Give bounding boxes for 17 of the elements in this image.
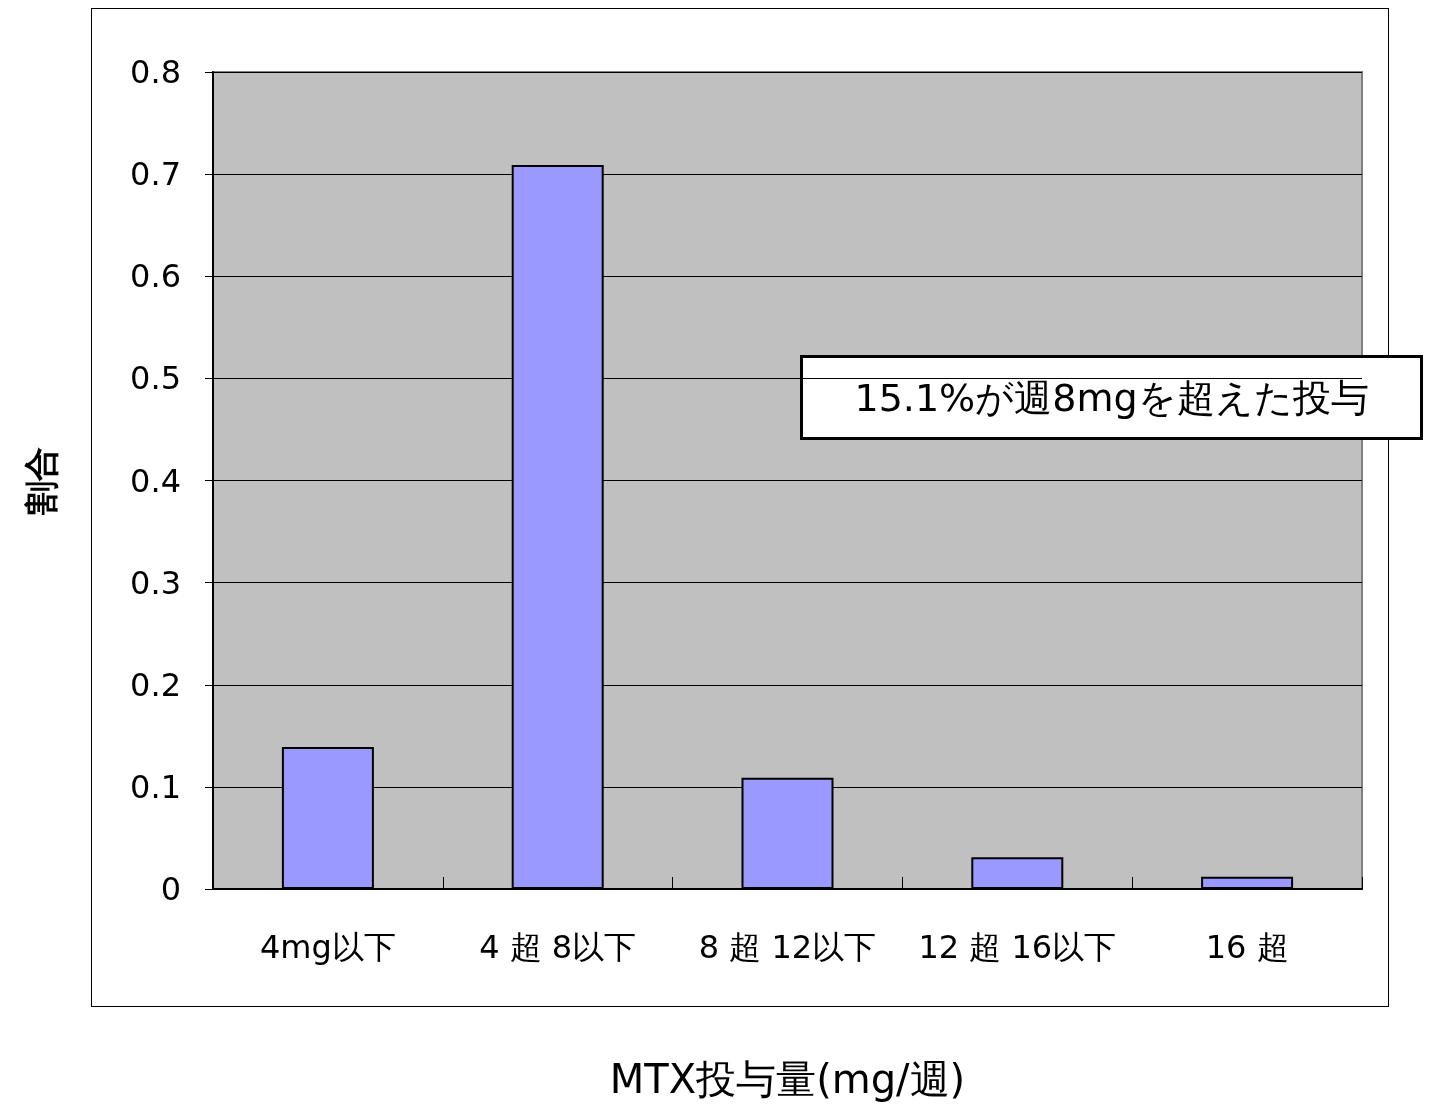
y-tick-label: 0.7 <box>130 155 181 194</box>
x-tick-label: 12 超 16以下 <box>918 928 1117 966</box>
x-tick-label: 8 超 12以下 <box>698 928 877 966</box>
y-tick-label: 0.4 <box>130 461 181 500</box>
x-axis-title: MTX投与量(mg/週) <box>609 1056 966 1102</box>
y-tick-label: 0.1 <box>130 767 181 806</box>
x-tick-label: 4 超 8以下 <box>479 928 637 966</box>
y-tick-label: 0.5 <box>130 359 181 398</box>
x-tick-label: 16 超 <box>1205 928 1289 966</box>
y-tick-label: 0.2 <box>130 665 181 704</box>
x-tick-label: 4mg以下 <box>259 928 396 966</box>
y-tick-label: 0.3 <box>130 563 181 602</box>
y-tick-label: 0.8 <box>130 53 181 91</box>
annotation: 15.1%が週8mgを超えた投与 <box>854 375 1369 420</box>
y-tick-label: 0 <box>160 870 181 908</box>
y-axis-title: 割合 <box>21 446 61 516</box>
y-tick-label: 0.6 <box>130 257 181 296</box>
